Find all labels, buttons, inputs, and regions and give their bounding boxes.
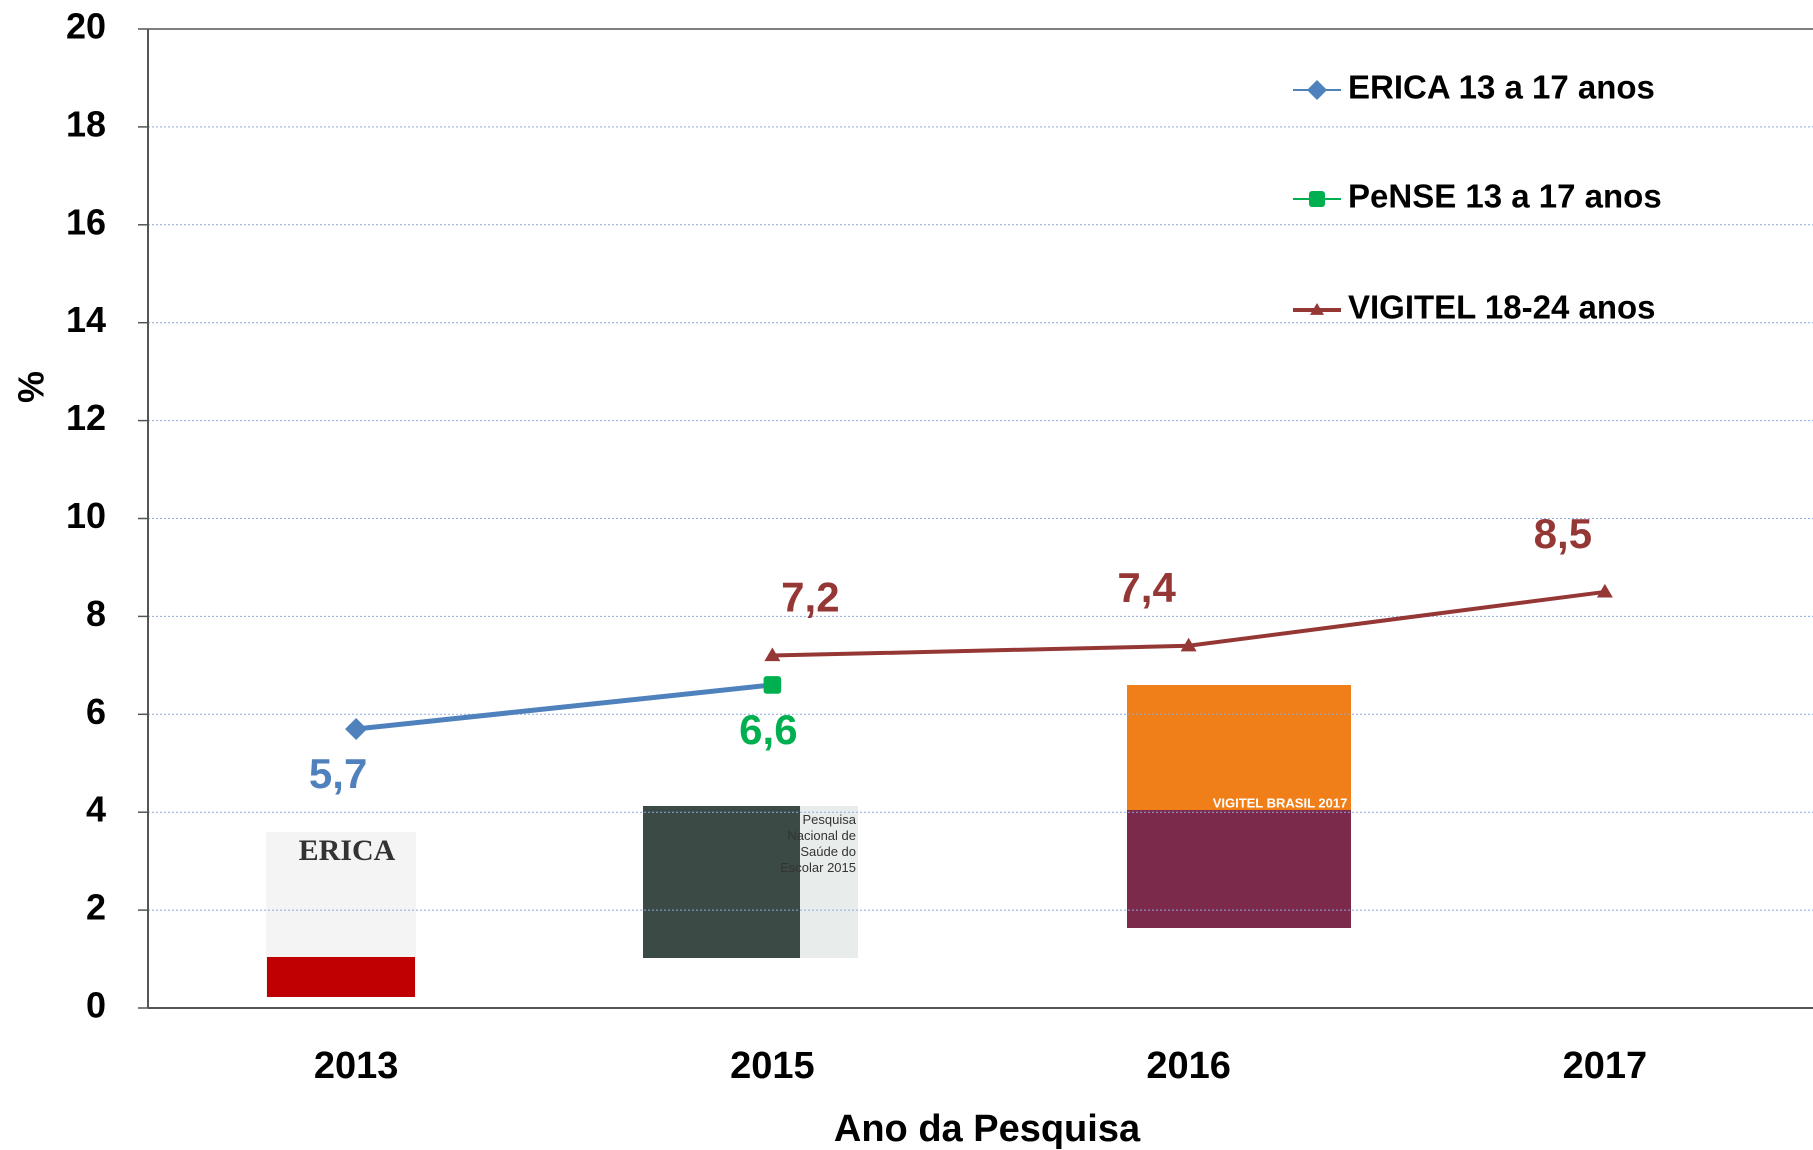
data-point bbox=[764, 676, 782, 694]
y-tick-label: 8 bbox=[86, 593, 106, 634]
y-tick-label: 14 bbox=[66, 299, 106, 340]
cover-text: Pesquisa Nacional de Saúde do Escolar 20… bbox=[760, 812, 856, 876]
erica-cover-band bbox=[267, 957, 415, 997]
data-label: 7,2 bbox=[781, 574, 839, 621]
y-tick-label: 12 bbox=[66, 397, 106, 438]
data-label: 6,6 bbox=[739, 706, 797, 753]
y-axis-label: % bbox=[11, 371, 52, 403]
y-tick-label: 18 bbox=[66, 103, 106, 144]
y-tick-label: 6 bbox=[86, 691, 106, 732]
y-tick-label: 4 bbox=[86, 789, 106, 830]
legend-label: VIGITEL 18-24 anos bbox=[1348, 289, 1656, 326]
data-label: 5,7 bbox=[309, 750, 367, 797]
cover-text-box: Pesquisa Nacional de Saúde do Escolar 20… bbox=[760, 812, 856, 932]
cover-text: ERICA bbox=[299, 834, 396, 867]
x-tick-label: 2016 bbox=[1146, 1045, 1231, 1087]
y-tick-label: 2 bbox=[86, 887, 106, 928]
x-axis-label: Ano da Pesquisa bbox=[834, 1108, 1141, 1150]
y-tick-label: 10 bbox=[66, 495, 106, 536]
chart: ERICA Pesquisa Nacional de Saúde do Esco… bbox=[0, 0, 1813, 1150]
y-tick-label: 20 bbox=[66, 6, 106, 47]
legend-label: PeNSE 13 a 17 anos bbox=[1348, 178, 1662, 215]
legend-marker bbox=[1309, 191, 1325, 207]
cover-text: VIGITEL BRASIL 2017 bbox=[1213, 795, 1348, 810]
x-tick-label: 2017 bbox=[1563, 1045, 1648, 1087]
data-label: 8,5 bbox=[1534, 510, 1592, 557]
data-label: 7,4 bbox=[1117, 564, 1176, 611]
x-tick-label: 2015 bbox=[730, 1045, 815, 1087]
x-tick-label: 2013 bbox=[314, 1045, 399, 1087]
legend-label: ERICA 13 a 17 anos bbox=[1348, 69, 1655, 106]
y-tick-label: 16 bbox=[66, 201, 106, 242]
y-tick-label: 0 bbox=[86, 985, 106, 1026]
